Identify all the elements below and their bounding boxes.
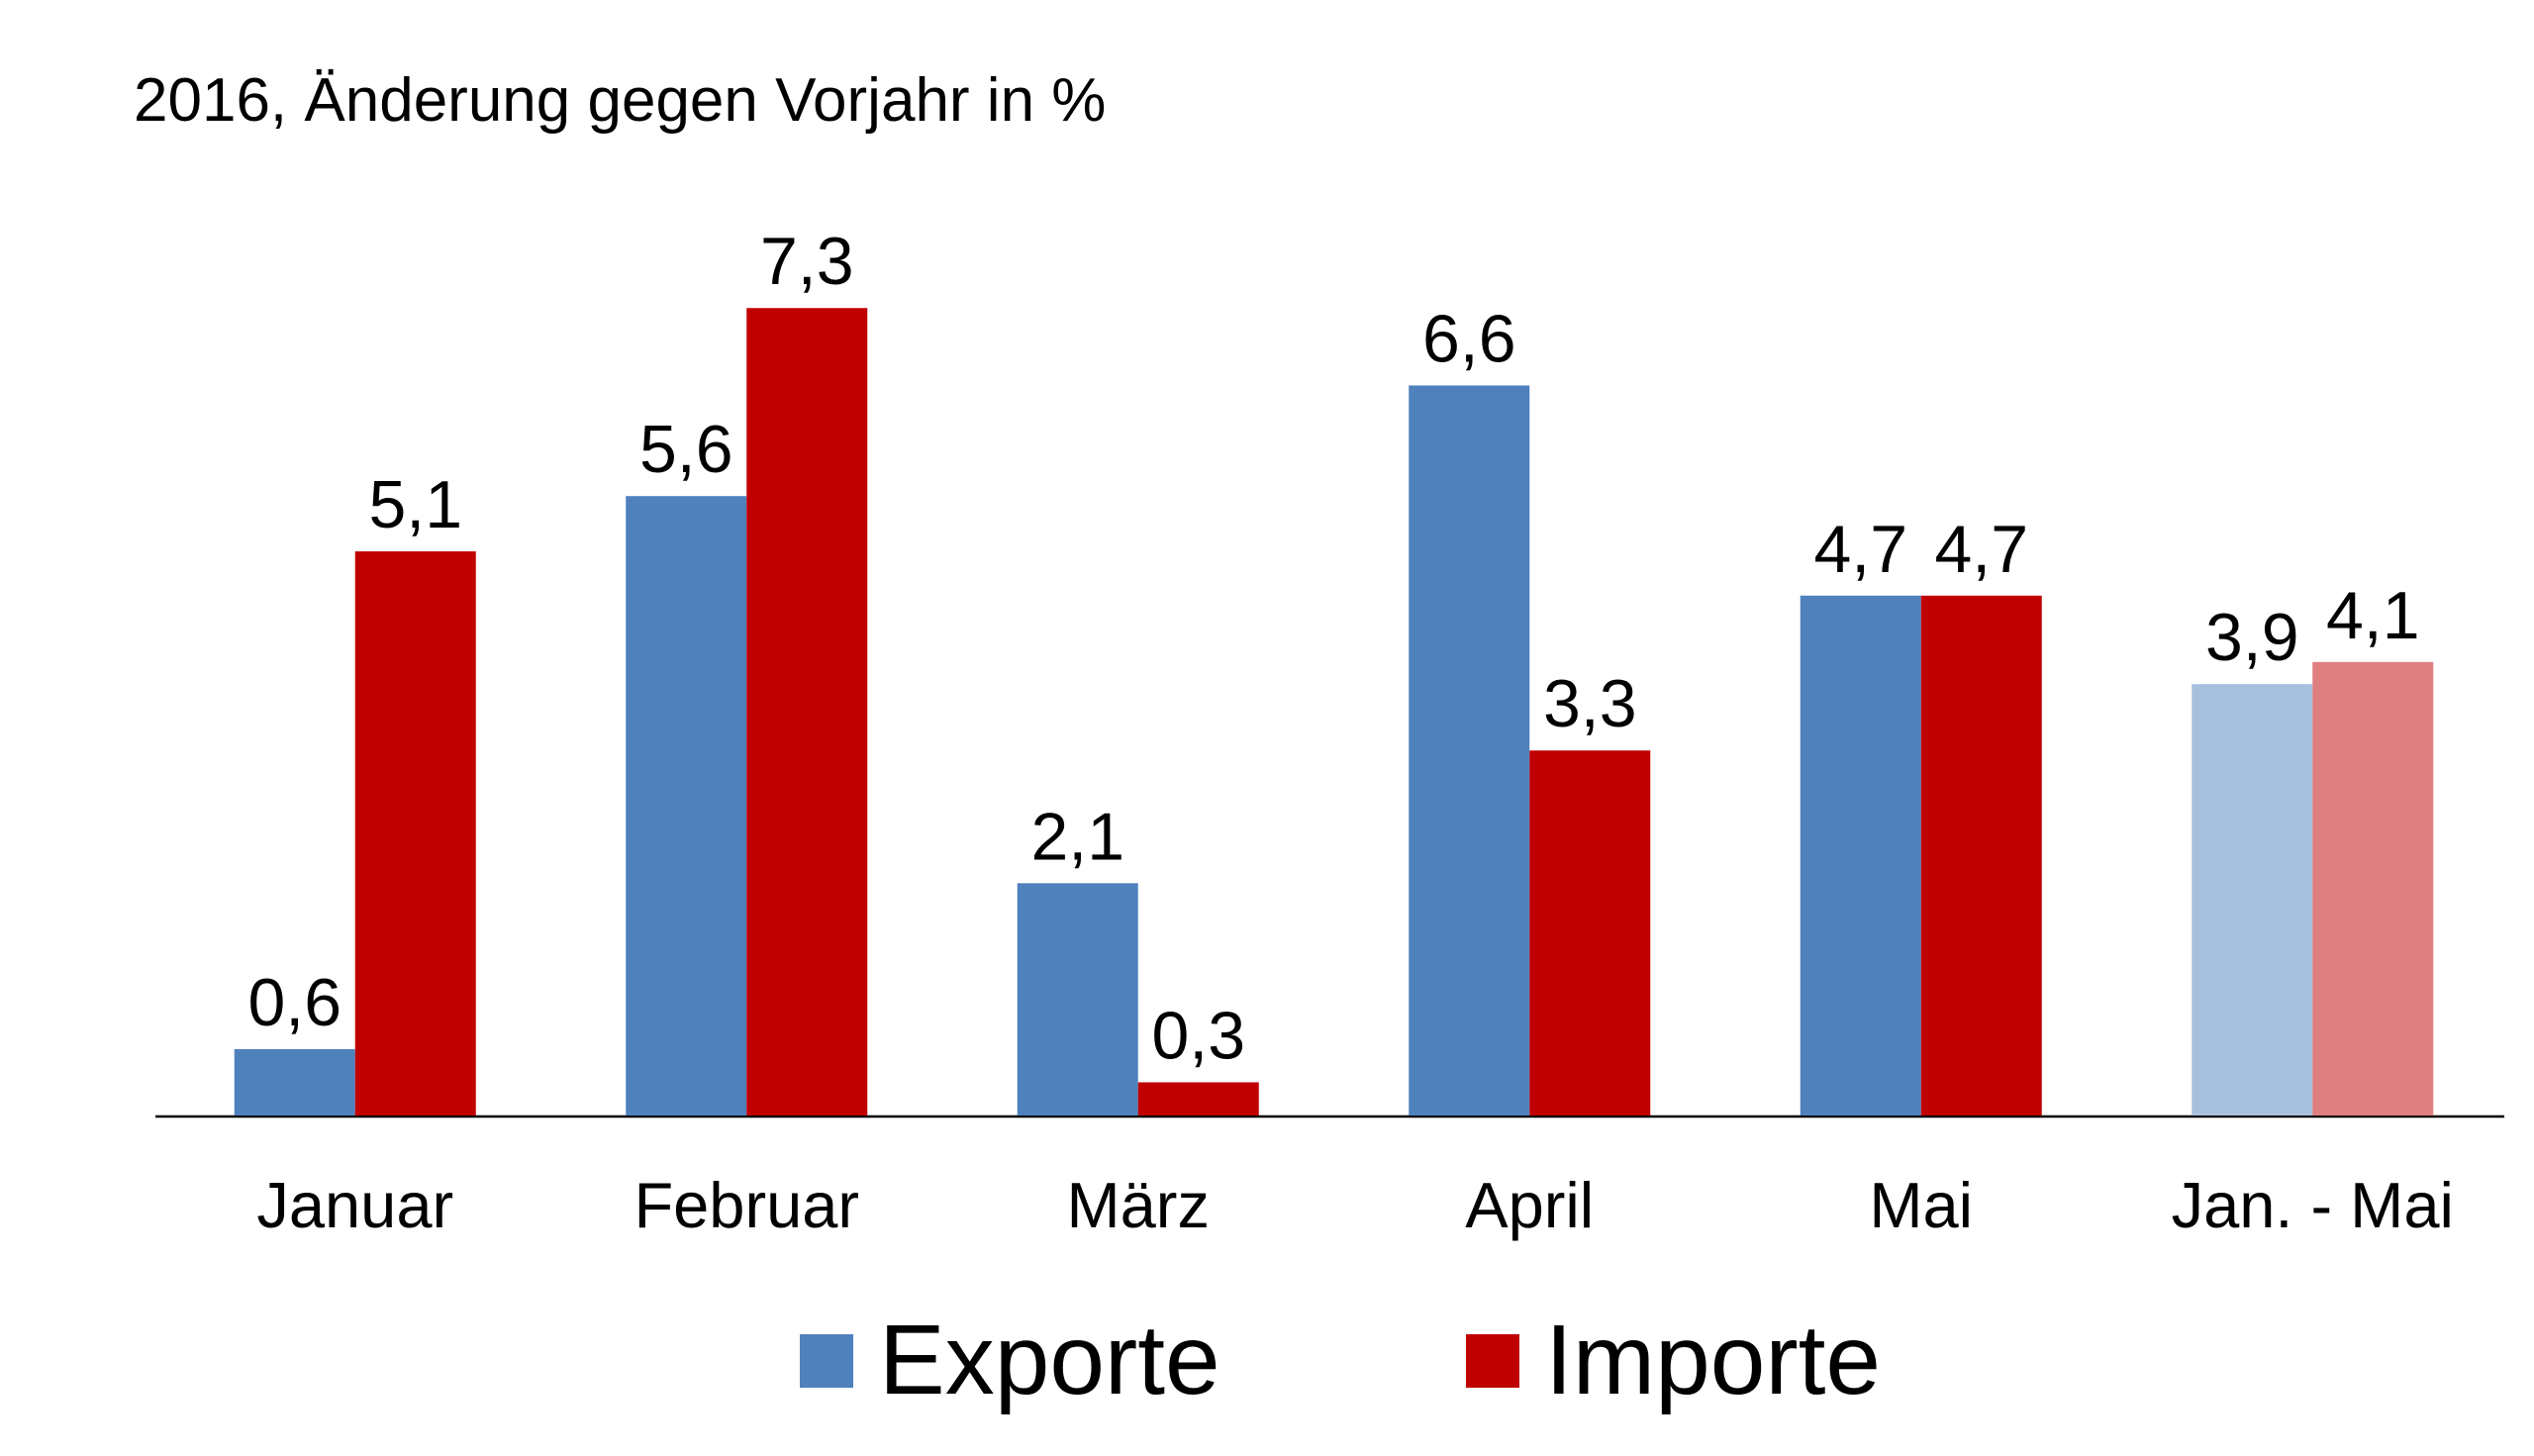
bar (1017, 883, 1138, 1116)
bar (1800, 595, 1921, 1116)
legend-swatch (800, 1334, 853, 1388)
bar (1529, 750, 1651, 1116)
data-label: 5,1 (368, 467, 462, 542)
data-label: 3,9 (2205, 600, 2299, 675)
data-label: 4,1 (2326, 578, 2420, 653)
data-label: 6,6 (1422, 301, 1516, 376)
data-label: 4,7 (1813, 512, 1907, 587)
bar (1920, 595, 2042, 1116)
x-tick-label: Mai (1869, 1169, 1973, 1241)
bar (2312, 661, 2434, 1116)
bar (626, 496, 747, 1116)
bar (354, 551, 476, 1116)
data-label: 5,6 (639, 412, 733, 487)
data-label: 7,3 (760, 224, 854, 299)
data-label: 2,1 (1030, 799, 1124, 874)
x-tick-label: Januar (256, 1169, 453, 1241)
x-tick-label: Jan. - Mai (2172, 1169, 2454, 1241)
bar (1409, 385, 1530, 1116)
legend-label: Exporte (879, 1305, 1220, 1415)
x-tick-label: März (1067, 1169, 1210, 1241)
x-tick-label: April (1465, 1169, 1594, 1241)
data-label: 3,3 (1543, 666, 1637, 741)
bar (746, 308, 868, 1116)
legend-swatch (1466, 1334, 1519, 1388)
legend-label: Importe (1545, 1305, 1881, 1415)
data-label: 0,6 (247, 965, 341, 1040)
x-tick-label: Februar (634, 1169, 859, 1241)
chart-title: 2016, Änderung gegen Vorjahr in % (134, 66, 1106, 135)
data-label: 4,7 (1934, 512, 2028, 587)
data-label: 0,3 (1151, 998, 1245, 1073)
bar (2192, 684, 2313, 1116)
bar (234, 1048, 355, 1116)
bar (1137, 1082, 1259, 1116)
